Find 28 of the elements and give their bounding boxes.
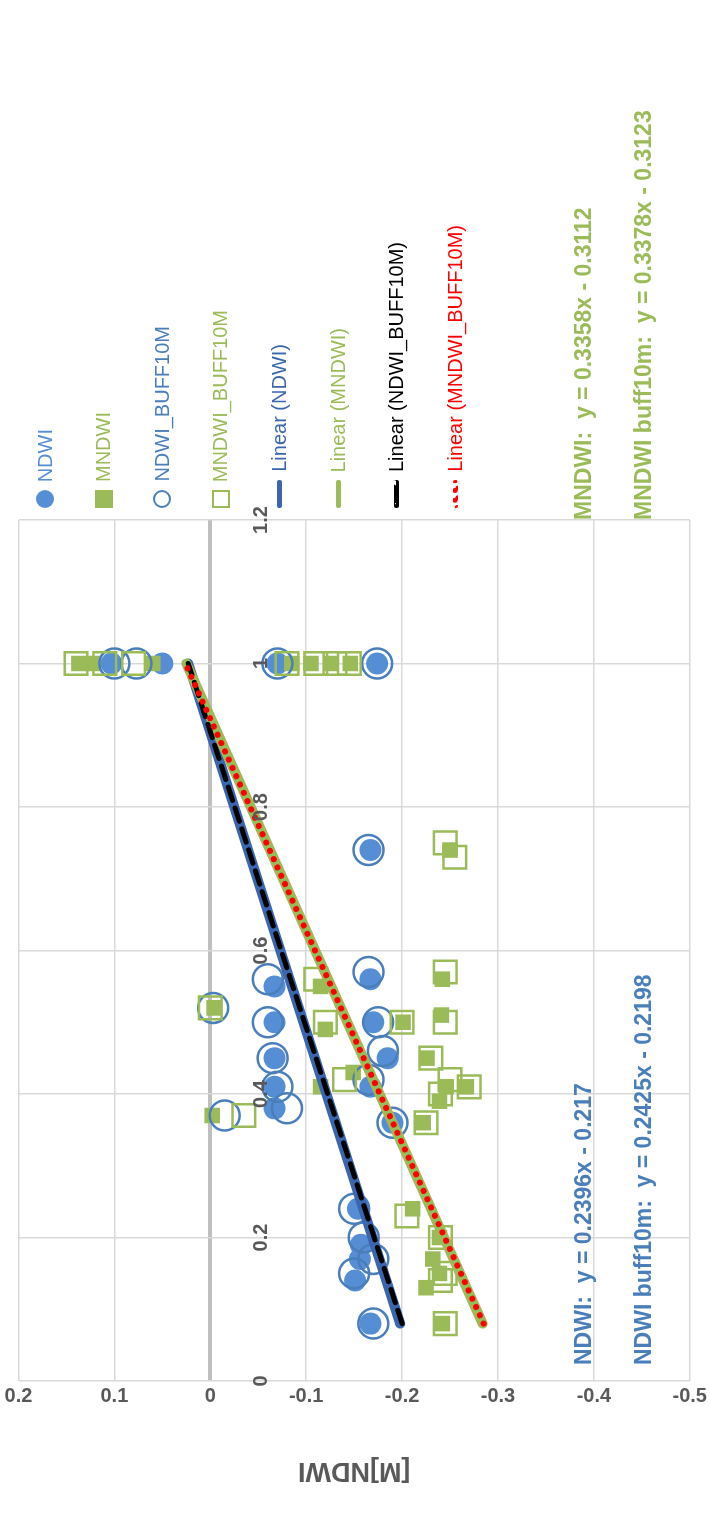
text: NDWI_BUFF10M	[150, 326, 174, 482]
annotation: NDWI buff10m: y = 0.2425x - 0.2198	[630, 974, 657, 1365]
x-tick-label: -0.5	[672, 1383, 707, 1406]
text: MNDWI_BUFF10M	[209, 309, 233, 482]
y-tick-label: 0.2	[249, 1223, 272, 1252]
text: Linear (MNDWI_BUFF10M)	[443, 225, 467, 472]
y-tick-label: 0.4	[249, 1079, 272, 1108]
x-tick-label: -0.1	[288, 1383, 324, 1406]
annotation: MNDWI: y = 0.3358x - 0.3112	[570, 207, 597, 520]
y-tick-label: 0	[249, 1375, 272, 1387]
x-tick-label: 0.2	[4, 1383, 33, 1406]
x-tick-label: -0.4	[576, 1383, 612, 1406]
y-tick-label: 1	[249, 657, 272, 670]
text: Linear (MNDWI)	[326, 327, 350, 472]
x-tick-label: 0.1	[100, 1383, 129, 1406]
annotation: NDWI: y = 0.2396x - 0.217	[570, 1083, 597, 1365]
y-tick-label: 1.2	[249, 506, 272, 534]
x-tick-label: -0.2	[384, 1383, 420, 1406]
text: NDWI	[33, 428, 57, 482]
y-tick-label: 0.8	[249, 793, 272, 821]
annotation: MNDWI buff10m: y = 0.3378x - 0.3123	[630, 110, 657, 520]
x-tick-label: 0	[204, 1383, 216, 1406]
x-tick-label: -0.3	[480, 1383, 516, 1406]
text: MNDWI	[92, 412, 116, 482]
text: Linear (NDWI_BUFF10M)	[385, 241, 409, 472]
x-axis-title: [M]NDWI	[297, 1456, 411, 1487]
text: Linear (NDWI)	[267, 344, 291, 472]
y-tick-label: 0.6	[249, 936, 272, 965]
